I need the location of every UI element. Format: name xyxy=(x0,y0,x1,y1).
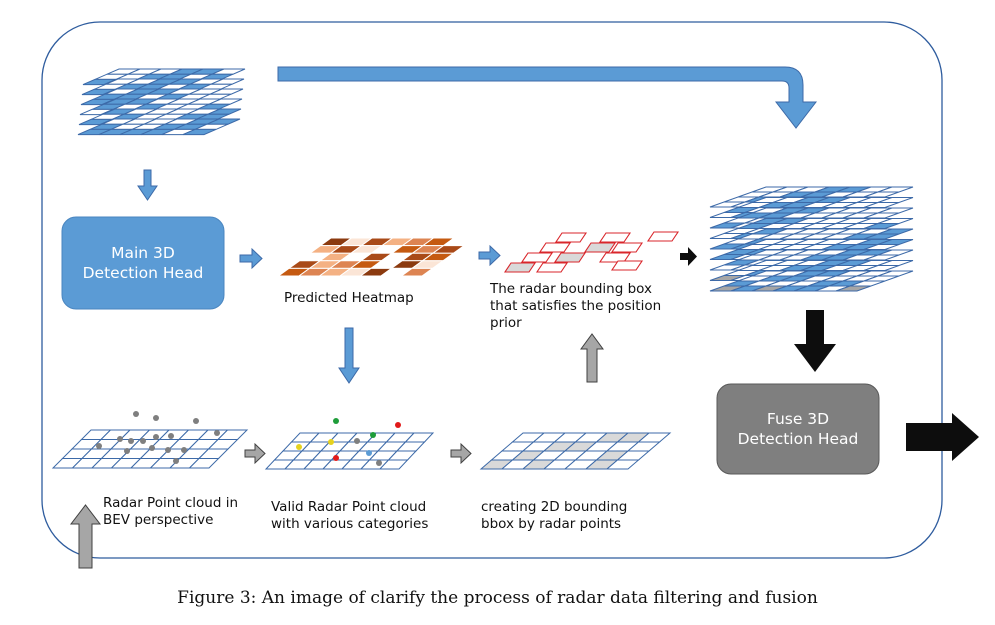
radar-point xyxy=(133,411,139,417)
radar-point xyxy=(117,436,123,442)
right-arrow-gray-2 xyxy=(450,442,472,465)
valid-radar-grid xyxy=(264,432,435,470)
right-arrow-black-1 xyxy=(680,247,697,266)
fuse-head-label: Fuse 3D Detection Head xyxy=(737,410,859,448)
radar-point xyxy=(149,445,155,451)
radar-point xyxy=(96,443,102,449)
radar-bbox-cell xyxy=(520,252,554,263)
radar-point xyxy=(181,447,187,453)
radar-bbox-cell xyxy=(610,260,644,271)
radar-point xyxy=(124,448,130,454)
figure-caption: Figure 3: An image of clarify the proces… xyxy=(177,588,818,608)
right-arrow-1 xyxy=(239,247,263,270)
point-cloud-cell xyxy=(188,458,220,469)
fused-map-cell xyxy=(835,285,872,292)
right-arrow-gray-1 xyxy=(244,442,266,465)
feature-map-stack-fused xyxy=(709,186,914,292)
fuse-head-box xyxy=(716,383,880,475)
radar-point xyxy=(370,432,376,438)
flow-arrows xyxy=(69,66,979,569)
main-head-box xyxy=(61,216,225,310)
input-arrow-gray xyxy=(69,504,102,569)
radar-point xyxy=(168,433,174,439)
radar-bbox-cell xyxy=(554,232,588,243)
heatmap-cell xyxy=(399,267,435,277)
radar-bbox-cell xyxy=(535,262,569,273)
radar-point xyxy=(165,447,171,453)
radar-point xyxy=(333,418,339,424)
radar-point-cloud-grid xyxy=(51,429,249,469)
radar-point-cloud-label: Radar Point cloud in BEV perspective xyxy=(103,495,239,528)
creating-bbox-label: creating 2D bounding bbox by radar point… xyxy=(481,499,628,532)
down-arrow-black xyxy=(794,310,836,372)
outer-frame xyxy=(41,21,943,559)
down-arrow-1 xyxy=(137,169,158,201)
valid-radar-label: Valid Radar Point cloud with various cat… xyxy=(271,499,429,532)
radar-bbox-cell xyxy=(553,252,587,263)
radar-points xyxy=(96,411,401,466)
curved-arrow xyxy=(277,66,818,129)
radar-bbox-cell xyxy=(646,231,680,242)
predicted-heatmap-grid xyxy=(276,237,477,277)
radar-point xyxy=(366,450,372,456)
radar-point xyxy=(333,455,339,461)
radar-point xyxy=(354,438,360,444)
radar-point xyxy=(140,438,146,444)
radar-point xyxy=(153,415,159,421)
radar-point xyxy=(395,422,401,428)
radar-point xyxy=(193,418,199,424)
radar-point xyxy=(376,460,382,466)
valid-radar-cell xyxy=(378,459,409,470)
radar-point xyxy=(296,444,302,450)
up-arrow-gray-1 xyxy=(580,333,604,383)
feature-map-cell xyxy=(182,128,217,136)
radar-point xyxy=(328,439,334,445)
right-arrow-2 xyxy=(478,244,501,267)
creating-bbox-grid xyxy=(479,432,672,470)
main-head-label: Main 3D Detection Head xyxy=(82,244,204,282)
radar-bbox-grid xyxy=(503,231,680,273)
predicted-heatmap-label: Predicted Heatmap xyxy=(284,290,414,306)
radar-point xyxy=(128,438,134,444)
bbox-grid-cell xyxy=(605,459,640,470)
radar-bbox-cell xyxy=(538,242,572,253)
radar-bbox-cell xyxy=(610,242,644,253)
radar-point xyxy=(173,458,179,464)
radar-point xyxy=(214,430,220,436)
radar-bbox-label: The radar bounding box that satisfies th… xyxy=(490,281,662,331)
radar-point xyxy=(153,434,159,440)
output-arrow-black xyxy=(906,413,979,461)
down-arrow-2 xyxy=(338,327,360,384)
radar-bbox-cell xyxy=(503,262,537,273)
feature-map-stack-input xyxy=(77,68,246,136)
radar-bbox-cell xyxy=(598,232,632,243)
radar-bbox-cell xyxy=(583,242,617,253)
